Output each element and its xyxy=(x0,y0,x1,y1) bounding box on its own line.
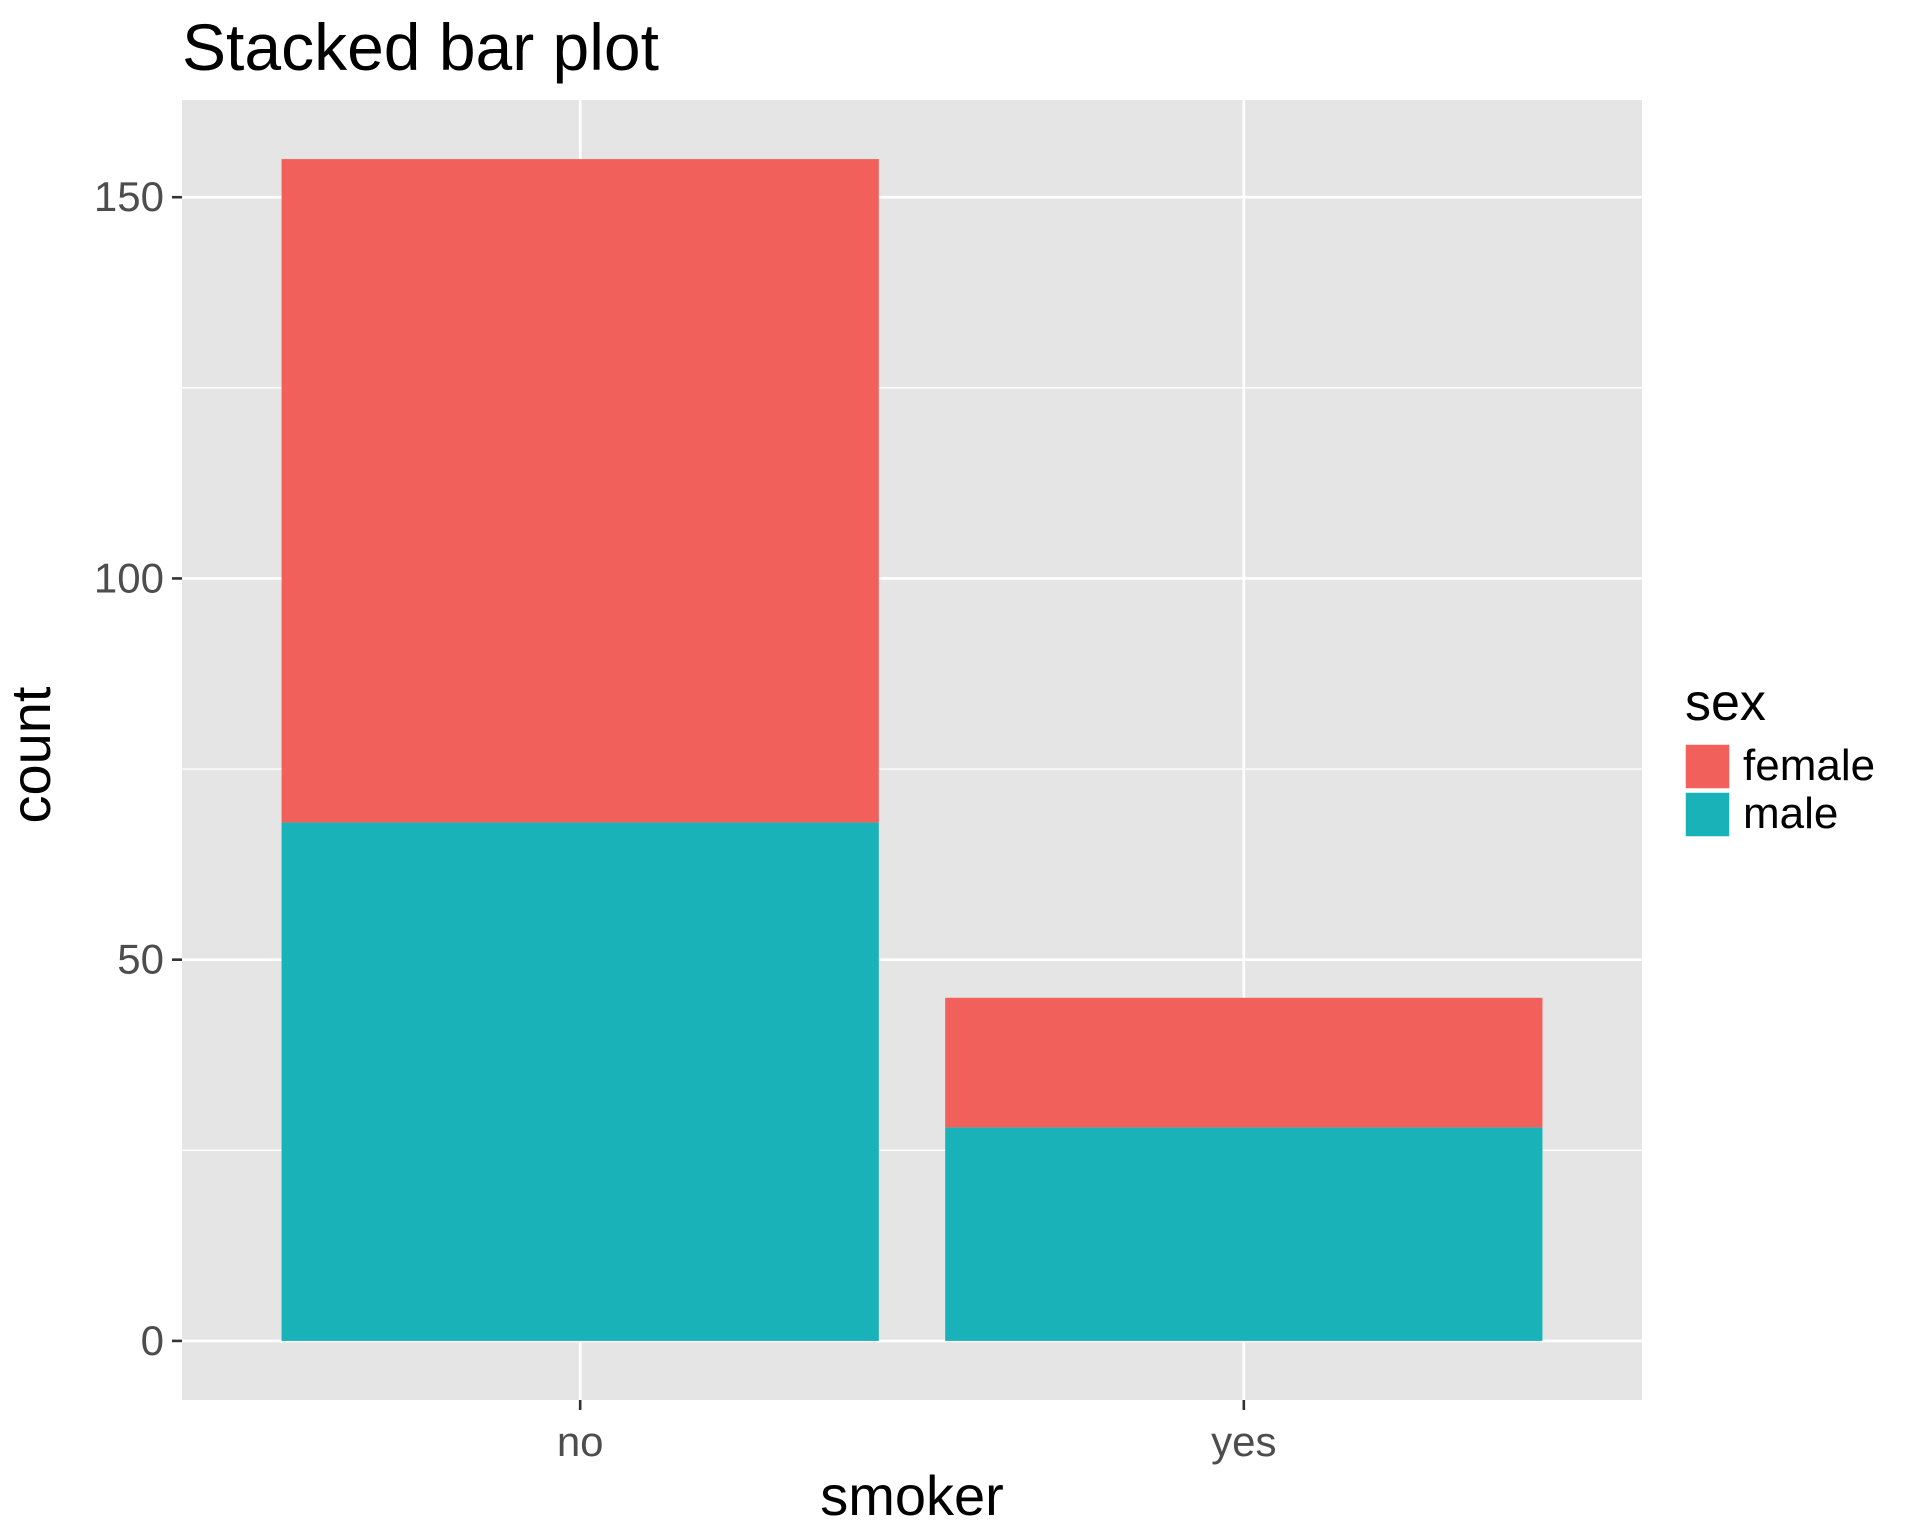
y-tick-label: 0 xyxy=(141,1317,164,1364)
bar-yes-female xyxy=(945,997,1543,1128)
bar-yes-male xyxy=(945,1127,1543,1341)
bars xyxy=(281,159,1543,1341)
y-axis: 0 50 100 150 xyxy=(94,173,182,1364)
chart-title: Stacked bar plot xyxy=(182,10,659,84)
legend-key-male xyxy=(1684,791,1731,838)
bar-no-male xyxy=(281,822,879,1341)
bar-no-female xyxy=(281,159,879,823)
x-tick-label: yes xyxy=(1211,1418,1276,1465)
x-axis: no yes xyxy=(557,1400,1276,1465)
legend-key-female xyxy=(1684,743,1731,790)
y-axis-title: count xyxy=(0,686,62,823)
x-axis-title: smoker xyxy=(820,1464,1004,1527)
legend-label-female: female xyxy=(1743,741,1875,790)
y-tick-label: 100 xyxy=(94,554,164,601)
y-tick-label: 150 xyxy=(94,173,164,220)
legend-title: sex xyxy=(1685,674,1766,732)
y-tick-label: 50 xyxy=(117,936,164,983)
x-tick-label: no xyxy=(557,1418,604,1465)
legend-label-male: male xyxy=(1743,789,1838,838)
